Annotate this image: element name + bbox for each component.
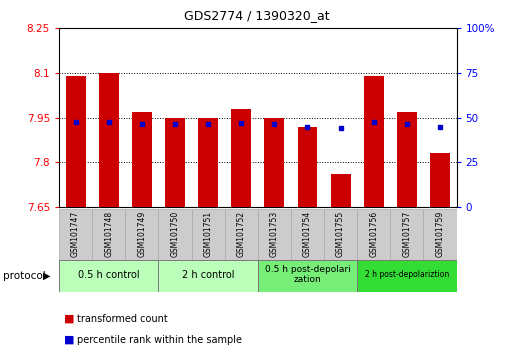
Text: percentile rank within the sample: percentile rank within the sample (77, 335, 242, 345)
Bar (423, 209, 457, 260)
Bar (390, 209, 423, 260)
Bar (231, 109, 251, 207)
Text: GSM101757: GSM101757 (402, 210, 411, 257)
Bar (397, 112, 417, 207)
Bar (225, 209, 258, 260)
Text: 2 h control: 2 h control (182, 269, 234, 280)
Text: GSM101756: GSM101756 (369, 210, 378, 257)
Bar (298, 127, 318, 207)
Bar (92, 209, 125, 260)
Bar (258, 260, 357, 292)
Bar (331, 174, 350, 207)
Bar (59, 209, 92, 260)
Text: GSM101750: GSM101750 (170, 210, 180, 257)
Bar (264, 118, 284, 207)
Bar (66, 76, 86, 207)
Bar (59, 260, 159, 292)
Text: transformed count: transformed count (77, 314, 168, 324)
Bar (357, 260, 457, 292)
Bar (125, 209, 159, 260)
Text: GSM101747: GSM101747 (71, 210, 80, 257)
Text: GSM101749: GSM101749 (137, 210, 146, 257)
Text: GSM101759: GSM101759 (436, 210, 444, 257)
Text: GSM101754: GSM101754 (303, 210, 312, 257)
Bar (430, 153, 450, 207)
Bar (165, 118, 185, 207)
Bar (258, 209, 291, 260)
Bar (357, 209, 390, 260)
Text: GDS2774 / 1390320_at: GDS2774 / 1390320_at (184, 9, 329, 22)
Bar (98, 73, 119, 207)
Text: 0.5 h post-depolari
zation: 0.5 h post-depolari zation (265, 265, 350, 284)
Bar (191, 209, 225, 260)
Text: GSM101755: GSM101755 (336, 210, 345, 257)
Text: protocol: protocol (3, 271, 45, 281)
Text: GSM101748: GSM101748 (104, 210, 113, 257)
Bar (324, 209, 357, 260)
Bar (159, 260, 258, 292)
Text: 0.5 h control: 0.5 h control (78, 269, 140, 280)
Text: ▶: ▶ (43, 271, 50, 281)
Text: ■: ■ (64, 314, 74, 324)
Bar (198, 118, 218, 207)
Bar (132, 112, 152, 207)
Bar (159, 209, 191, 260)
Text: ■: ■ (64, 335, 74, 345)
Bar (364, 76, 384, 207)
Text: GSM101752: GSM101752 (236, 210, 246, 257)
Bar (291, 209, 324, 260)
Text: GSM101751: GSM101751 (204, 210, 212, 257)
Text: 2 h post-depolariztion: 2 h post-depolariztion (365, 270, 449, 279)
Text: GSM101753: GSM101753 (270, 210, 279, 257)
